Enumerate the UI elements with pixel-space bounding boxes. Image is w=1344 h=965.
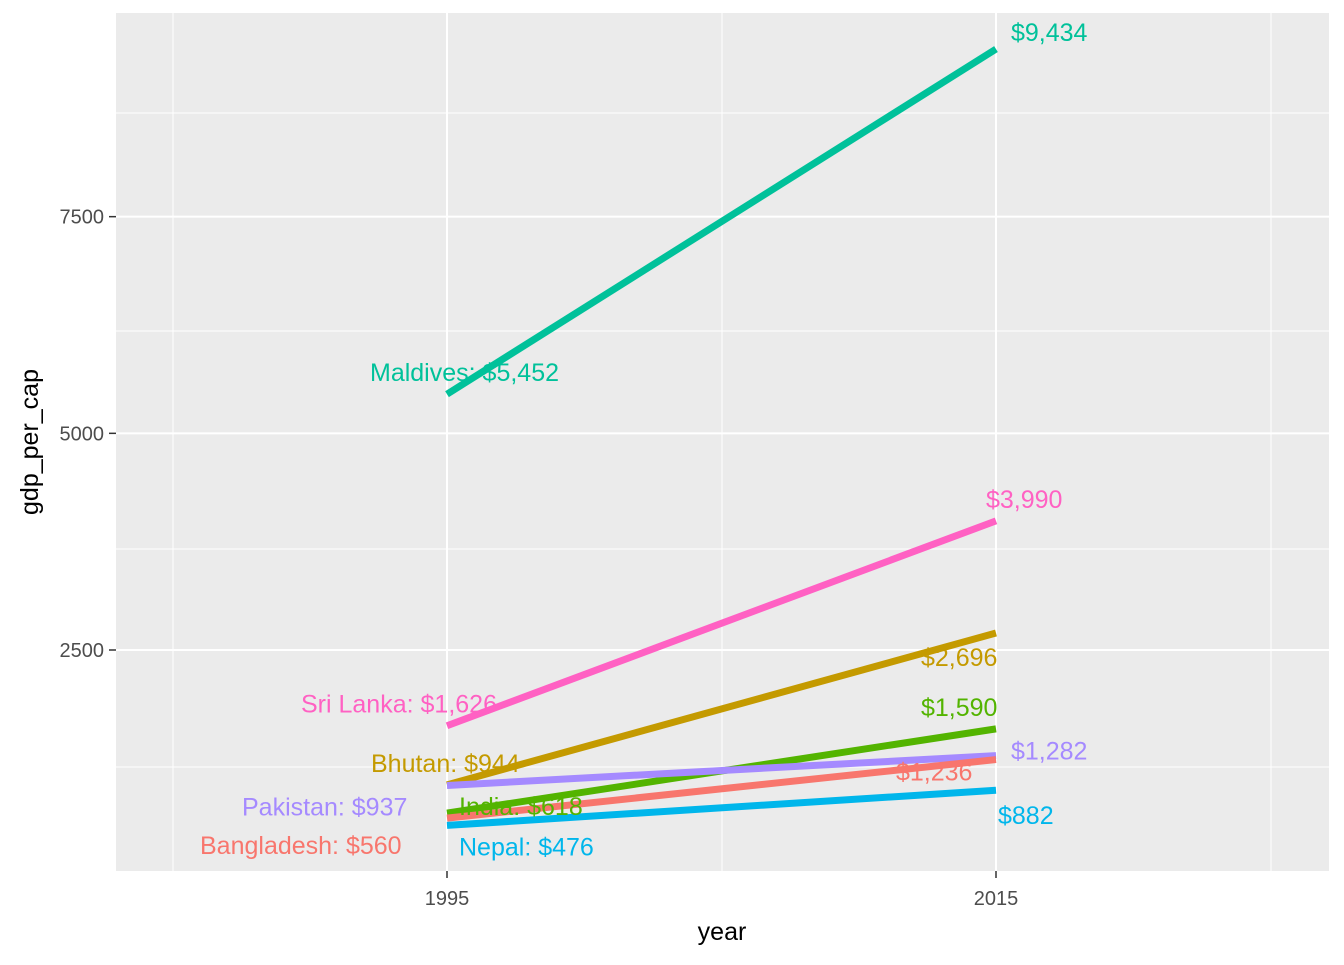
series-line-sri-lanka [445, 517, 998, 730]
x-tick-label: 1995 [425, 888, 470, 910]
series-line-pakistan [446, 752, 997, 789]
end-label-bhutan: $2,696 [921, 644, 997, 672]
series-layer [445, 46, 998, 829]
end-label-pakistan: $1,282 [1011, 738, 1087, 766]
start-label-bangladesh: Bangladesh: $560 [200, 832, 402, 860]
end-label-sri-lanka: $3,990 [986, 486, 1062, 514]
start-label-bhutan: Bhutan: $944 [371, 750, 520, 778]
series-line-nepal [446, 786, 997, 829]
x-tick-label: 2015 [974, 888, 1019, 910]
y-tick-label: 5000 [60, 423, 105, 445]
x-axis-title: year [698, 918, 747, 946]
start-label-pakistan: Pakistan: $937 [242, 793, 407, 821]
y-axis-title: gdp_per_cap [16, 369, 44, 515]
end-label-india: $1,590 [921, 694, 997, 722]
series-line-bangladesh [446, 756, 997, 822]
grid-layer [116, 13, 1329, 871]
start-label-nepal: Nepal: $476 [459, 833, 594, 861]
end-label-bangladesh: $1,236 [896, 759, 972, 787]
end-label-maldives: $9,434 [1011, 19, 1088, 47]
start-label-india: India: $618 [459, 793, 583, 821]
axis-layer: 2500 5000 7500 1995 2015 [60, 207, 1019, 910]
y-tick-label: 2500 [60, 640, 105, 662]
y-tick-label: 7500 [60, 207, 105, 229]
start-label-maldives: Maldives: $5,452 [370, 359, 559, 387]
label-layer: Maldives: $5,452 $9,434 Sri Lanka: $1,626 $… [200, 19, 1088, 861]
series-line-maldives [445, 46, 998, 398]
series-line-bhutan [446, 629, 997, 789]
end-label-nepal: $882 [998, 802, 1054, 830]
start-label-sri-lanka: Sri Lanka: $1,626 [301, 691, 497, 719]
